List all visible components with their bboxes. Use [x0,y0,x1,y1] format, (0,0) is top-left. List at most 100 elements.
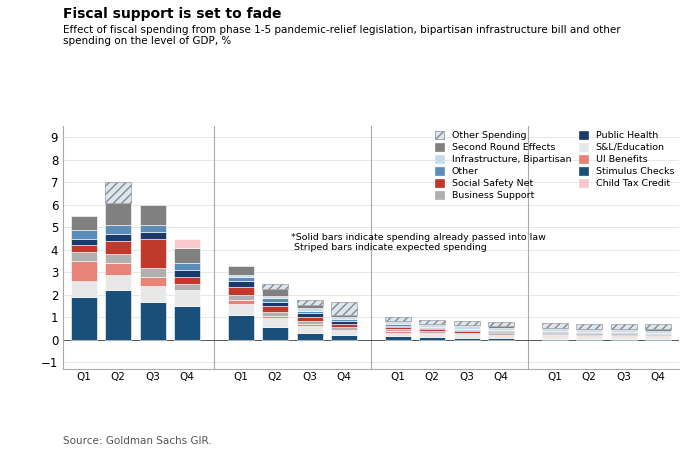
Bar [297,301,323,305]
Bar [489,322,514,327]
Bar [140,277,166,286]
Bar [385,326,411,327]
Bar [454,334,480,335]
Bar [576,328,602,330]
Bar [140,205,166,225]
Bar [385,324,411,326]
Bar [419,333,445,334]
Bar [140,268,166,277]
Bar [71,216,97,230]
Bar [385,317,411,321]
Bar [419,334,445,337]
Bar [228,287,253,295]
Bar [105,254,131,263]
Bar [454,331,480,333]
Bar [611,333,637,334]
Bar [576,332,602,333]
Bar [542,332,568,333]
Bar [611,324,637,328]
Bar [645,329,671,331]
Bar [331,327,357,329]
Text: Effect of fiscal spending from phase 1-5 pandemic-relief legislation, bipartisan: Effect of fiscal spending from phase 1-5… [63,25,621,46]
Bar [228,295,253,301]
Bar [174,270,200,277]
Bar [611,328,637,330]
Bar [645,339,671,340]
Legend: Other Spending, Second Round Effects, Infrastructure, Bipartisan, Other, Social : Other Spending, Second Round Effects, In… [432,128,677,203]
Bar [385,327,411,329]
Bar [454,321,480,325]
Bar [71,297,97,340]
Bar [611,332,637,333]
Bar [489,335,514,336]
Bar [419,325,445,327]
Bar [297,317,323,321]
Bar [71,261,97,281]
Bar [140,225,166,232]
Bar [331,329,357,331]
Bar [331,324,357,327]
Bar [140,302,166,340]
Bar [228,281,253,287]
Bar [105,182,131,202]
Bar [228,301,253,304]
Bar [174,306,200,340]
Bar [262,298,288,302]
Bar [174,277,200,284]
Bar [645,335,671,336]
Bar [645,337,671,339]
Bar [140,232,166,238]
Bar [228,277,253,281]
Bar [174,290,200,306]
Bar [489,330,514,331]
Bar [331,317,357,319]
Bar [262,302,288,306]
Bar [174,284,200,290]
Bar [105,290,131,340]
Bar [331,315,357,317]
Bar [385,333,411,336]
Bar [331,331,357,335]
Bar [576,324,602,328]
Bar [385,336,411,340]
Bar [385,329,411,331]
Text: Fiscal support is set to fade: Fiscal support is set to fade [63,7,281,21]
Bar [454,333,480,334]
Bar [419,331,445,333]
Bar [228,266,253,274]
Bar [489,328,514,330]
Bar [419,324,445,325]
Bar [611,335,637,336]
Bar [542,323,568,328]
Bar [489,327,514,328]
Bar [262,319,288,328]
Bar [71,238,97,245]
Bar [419,328,445,329]
Bar [174,248,200,263]
Bar [576,336,602,337]
Bar [71,230,97,238]
Bar [611,336,637,337]
Bar [385,331,411,333]
Bar [297,313,323,317]
Bar [576,337,602,339]
Bar [262,328,288,340]
Bar [576,330,602,332]
Bar [542,337,568,339]
Bar [419,337,445,340]
Bar [262,312,288,316]
Bar [385,321,411,322]
Bar [105,234,131,241]
Bar [174,238,200,248]
Bar [105,202,131,225]
Bar [105,241,131,254]
Bar [262,289,288,296]
Bar [454,325,480,326]
Bar [645,331,671,333]
Bar [105,225,131,234]
Text: Source: Goldman Sachs GIR.: Source: Goldman Sachs GIR. [63,436,211,446]
Bar [174,263,200,270]
Bar [645,333,671,334]
Bar [297,326,323,333]
Bar [331,319,357,321]
